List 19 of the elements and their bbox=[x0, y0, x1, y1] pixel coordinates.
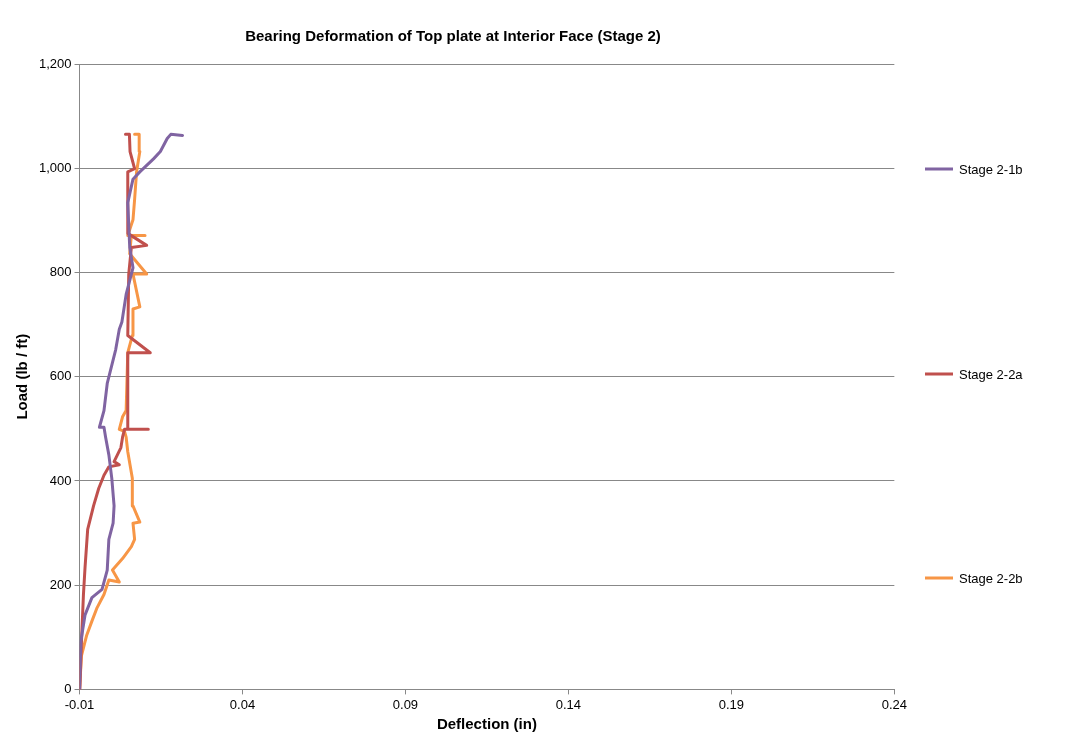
y-tick-label: 1,200 bbox=[38, 55, 72, 71]
legend-label: Stage 2-1b bbox=[959, 161, 1023, 177]
x-tick-label: -0.01 bbox=[64, 696, 95, 712]
y-axis-title: Load (lb / ft) bbox=[13, 333, 31, 420]
y-tick-label: 600 bbox=[49, 368, 72, 384]
x-tick-label: 0.09 bbox=[392, 696, 419, 712]
y-tick-label: 1,000 bbox=[38, 159, 72, 175]
x-tick-label: 0.24 bbox=[881, 696, 908, 712]
y-tick-label: 0 bbox=[64, 680, 72, 696]
y-tick-label: 400 bbox=[49, 472, 72, 488]
x-tick-label: 0.19 bbox=[718, 696, 745, 712]
x-tick-label: 0.14 bbox=[555, 696, 582, 712]
x-tick-label: 0.04 bbox=[229, 696, 256, 712]
y-tick-label: 800 bbox=[49, 264, 72, 280]
legend-label: Stage 2-2a bbox=[959, 366, 1023, 381]
legend-label: Stage 2-2b bbox=[959, 570, 1023, 586]
x-axis-title: Deflection (in) bbox=[436, 715, 537, 733]
chart-title: Bearing Deformation of Top plate at Interior Face (Stage 2) bbox=[245, 27, 661, 45]
y-tick-label: 200 bbox=[49, 576, 72, 592]
